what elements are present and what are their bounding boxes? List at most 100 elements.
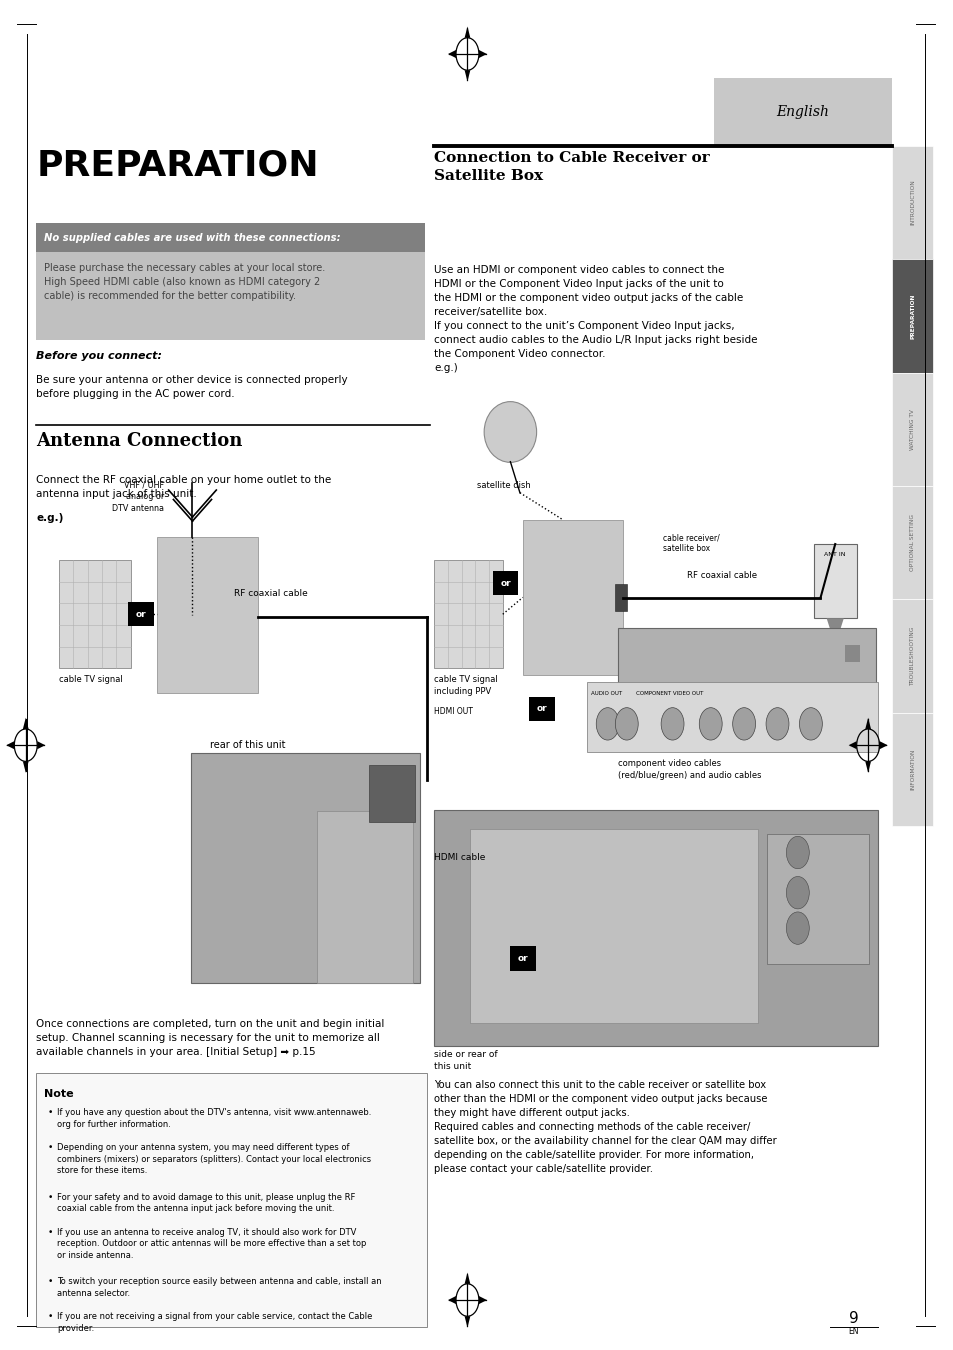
- Text: satellite dish: satellite dish: [476, 481, 530, 490]
- Bar: [618, 628, 875, 684]
- Text: INFORMATION: INFORMATION: [909, 749, 914, 790]
- Bar: [615, 583, 626, 610]
- Circle shape: [615, 707, 638, 740]
- Text: No supplied cables are used with these connections:: No supplied cables are used with these c…: [44, 232, 340, 243]
- Text: WATCHING TV: WATCHING TV: [909, 409, 914, 450]
- Text: AUDIO OUT        COMPONENT VIDEO OUT: AUDIO OUT COMPONENT VIDEO OUT: [591, 691, 703, 697]
- Text: Connect the RF coaxial cable on your home outlet to the
antenna input jack of th: Connect the RF coaxial cable on your hom…: [36, 475, 331, 500]
- Text: or: or: [517, 954, 528, 963]
- Text: side or rear of
this unit: side or rear of this unit: [434, 1050, 497, 1071]
- Circle shape: [799, 707, 821, 740]
- Polygon shape: [23, 718, 29, 729]
- Text: •: •: [48, 1193, 53, 1202]
- Polygon shape: [37, 741, 45, 749]
- Text: RF coaxial cable: RF coaxial cable: [686, 571, 757, 580]
- Text: •: •: [48, 1108, 53, 1118]
- Text: Before you connect:: Before you connect:: [36, 351, 162, 360]
- Bar: [128, 602, 153, 626]
- Bar: [713, 78, 891, 146]
- Bar: [891, 146, 931, 259]
- Text: Note: Note: [44, 1089, 73, 1099]
- Text: You can also connect this unit to the cable receiver or satellite box
other than: You can also connect this unit to the ca…: [434, 1080, 776, 1174]
- Bar: [528, 697, 555, 721]
- Polygon shape: [448, 50, 456, 58]
- Polygon shape: [478, 50, 486, 58]
- Text: Depending on your antenna system, you may need different types of
combiners (mix: Depending on your antenna system, you ma…: [57, 1143, 371, 1176]
- Text: Please purchase the necessary cables at your local store.
High Speed HDMI cable : Please purchase the necessary cables at …: [44, 263, 325, 301]
- Text: English: English: [776, 105, 828, 119]
- Polygon shape: [478, 1296, 486, 1304]
- Text: For your safety and to avoid damage to this unit, please unplug the RF
coaxial c: For your safety and to avoid damage to t…: [57, 1193, 355, 1214]
- Polygon shape: [448, 1296, 456, 1304]
- Text: e.g.): e.g.): [36, 513, 64, 522]
- Bar: [492, 571, 518, 595]
- Bar: [157, 537, 257, 693]
- Bar: [891, 599, 931, 713]
- Text: •: •: [48, 1143, 53, 1153]
- Text: 9: 9: [848, 1311, 858, 1326]
- Bar: [891, 373, 931, 486]
- Text: Antenna Connection: Antenna Connection: [36, 432, 242, 450]
- Text: or: or: [135, 610, 147, 618]
- Bar: [369, 765, 415, 822]
- Text: TROUBLESHOOTING: TROUBLESHOOTING: [909, 626, 914, 686]
- Polygon shape: [825, 618, 842, 645]
- Polygon shape: [879, 741, 886, 749]
- Text: or: or: [499, 579, 511, 587]
- Bar: [766, 833, 868, 964]
- Circle shape: [732, 707, 755, 740]
- Bar: [36, 252, 425, 340]
- Text: INTRODUCTION: INTRODUCTION: [909, 180, 914, 225]
- Bar: [891, 486, 931, 599]
- Bar: [522, 520, 622, 675]
- Circle shape: [596, 707, 618, 740]
- Text: EN: EN: [847, 1327, 859, 1336]
- Text: •: •: [48, 1277, 53, 1287]
- Text: HDMI cable: HDMI cable: [434, 853, 485, 863]
- Text: component video cables
(red/blue/green) and audio cables: component video cables (red/blue/green) …: [618, 759, 760, 779]
- Circle shape: [785, 836, 808, 869]
- Circle shape: [765, 707, 788, 740]
- Text: If you are not receiving a signal from your cable service, contact the Cable
pro: If you are not receiving a signal from y…: [57, 1312, 373, 1332]
- Bar: [891, 713, 931, 826]
- Text: cable receiver/
satellite box: cable receiver/ satellite box: [662, 533, 719, 554]
- Text: RF coaxial cable: RF coaxial cable: [233, 589, 307, 598]
- Text: If you use an antenna to receive analog TV, it should also work for DTV
receptio: If you use an antenna to receive analog …: [57, 1228, 366, 1260]
- Bar: [469, 829, 757, 1023]
- Text: OPTIONAL SETTING: OPTIONAL SETTING: [909, 514, 914, 571]
- Text: •: •: [48, 1228, 53, 1237]
- Bar: [844, 645, 860, 662]
- Text: To switch your reception source easily between antenna and cable, install an
ant: To switch your reception source easily b…: [57, 1277, 381, 1297]
- Text: cable TV signal
including PPV: cable TV signal including PPV: [434, 675, 497, 695]
- Text: Be sure your antenna or other device is connected properly
before plugging in th: Be sure your antenna or other device is …: [36, 375, 348, 400]
- Text: If you have any question about the DTV's antenna, visit www.antennaweb.
org for : If you have any question about the DTV's…: [57, 1108, 372, 1129]
- Circle shape: [785, 876, 808, 909]
- Polygon shape: [7, 741, 14, 749]
- Text: •: •: [48, 1312, 53, 1322]
- Bar: [36, 1073, 427, 1327]
- Text: Use an HDMI or component video cables to connect the
HDMI or the Component Video: Use an HDMI or component video cables to…: [434, 265, 757, 373]
- Text: Once connections are completed, turn on the unit and begin initial
setup. Channe: Once connections are completed, turn on …: [36, 1019, 384, 1057]
- Text: Connection to Cable Receiver or
Satellite Box: Connection to Cable Receiver or Satellit…: [434, 151, 709, 182]
- Text: VHF / UHF
analog or
DTV antenna: VHF / UHF analog or DTV antenna: [112, 481, 164, 513]
- Polygon shape: [464, 1316, 470, 1327]
- Polygon shape: [464, 70, 470, 81]
- Bar: [813, 544, 856, 618]
- Bar: [59, 560, 131, 668]
- Polygon shape: [848, 741, 856, 749]
- Polygon shape: [864, 718, 870, 729]
- Text: or: or: [536, 705, 547, 713]
- Circle shape: [785, 913, 808, 945]
- Text: ANT IN: ANT IN: [823, 552, 845, 558]
- Bar: [36, 223, 425, 252]
- Polygon shape: [464, 27, 470, 38]
- Text: cable TV signal: cable TV signal: [59, 675, 123, 684]
- Polygon shape: [23, 761, 29, 772]
- Polygon shape: [464, 1273, 470, 1284]
- Text: PREPARATION: PREPARATION: [909, 293, 914, 339]
- Bar: [891, 259, 931, 373]
- Bar: [434, 560, 502, 668]
- Bar: [586, 682, 877, 752]
- Circle shape: [660, 707, 683, 740]
- Circle shape: [699, 707, 721, 740]
